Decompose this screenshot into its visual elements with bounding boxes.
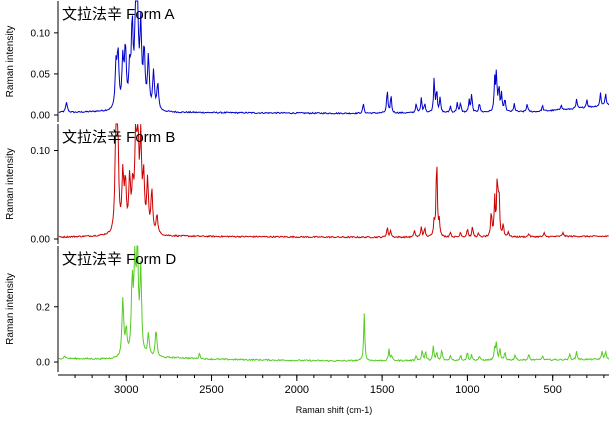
spectrum-panel: 0.00 0.10 Raman intensity 文拉法辛 Form B <box>5 123 609 246</box>
y-tick-label: 0.0 <box>36 358 50 369</box>
y-tick-label: 0.05 <box>31 69 51 80</box>
x-tick-label: 2000 <box>285 384 309 396</box>
x-tick-label: 1000 <box>455 384 479 396</box>
x-tick-label: 2500 <box>199 384 223 396</box>
x-tick-label: 3000 <box>114 384 138 396</box>
spectrum-line <box>58 123 609 239</box>
spectrum-line <box>58 245 609 363</box>
y-axis-label: Raman intensity <box>5 148 16 220</box>
x-axis-label: Raman shift (cm-1) <box>296 405 373 415</box>
spectrum-panel: 0.00 0.05 0.10 Raman intensity 文拉法辛 Form A <box>5 0 609 122</box>
y-tick-label: 0.10 <box>31 28 51 39</box>
y-tick-label: 0.00 <box>31 235 51 246</box>
panel-title: 文拉法辛 Form D <box>62 251 176 268</box>
x-tick-label: 1500 <box>370 384 394 396</box>
spectrum-line <box>58 0 609 115</box>
y-axis-label: Raman intensity <box>5 26 16 98</box>
y-axis-label: Raman intensity <box>5 273 16 345</box>
panel-title: 文拉法辛 Form B <box>62 129 175 146</box>
panel-title: 文拉法辛 Form A <box>62 6 175 23</box>
y-tick-label: 0.00 <box>31 111 51 122</box>
y-tick-label: 0.10 <box>31 146 51 157</box>
y-tick-label: 0.2 <box>36 302 50 313</box>
spectrum-panel: 0.0 0.2 Raman intensity 文拉法辛 Form D <box>5 245 609 372</box>
x-tick-label: 500 <box>544 384 562 396</box>
